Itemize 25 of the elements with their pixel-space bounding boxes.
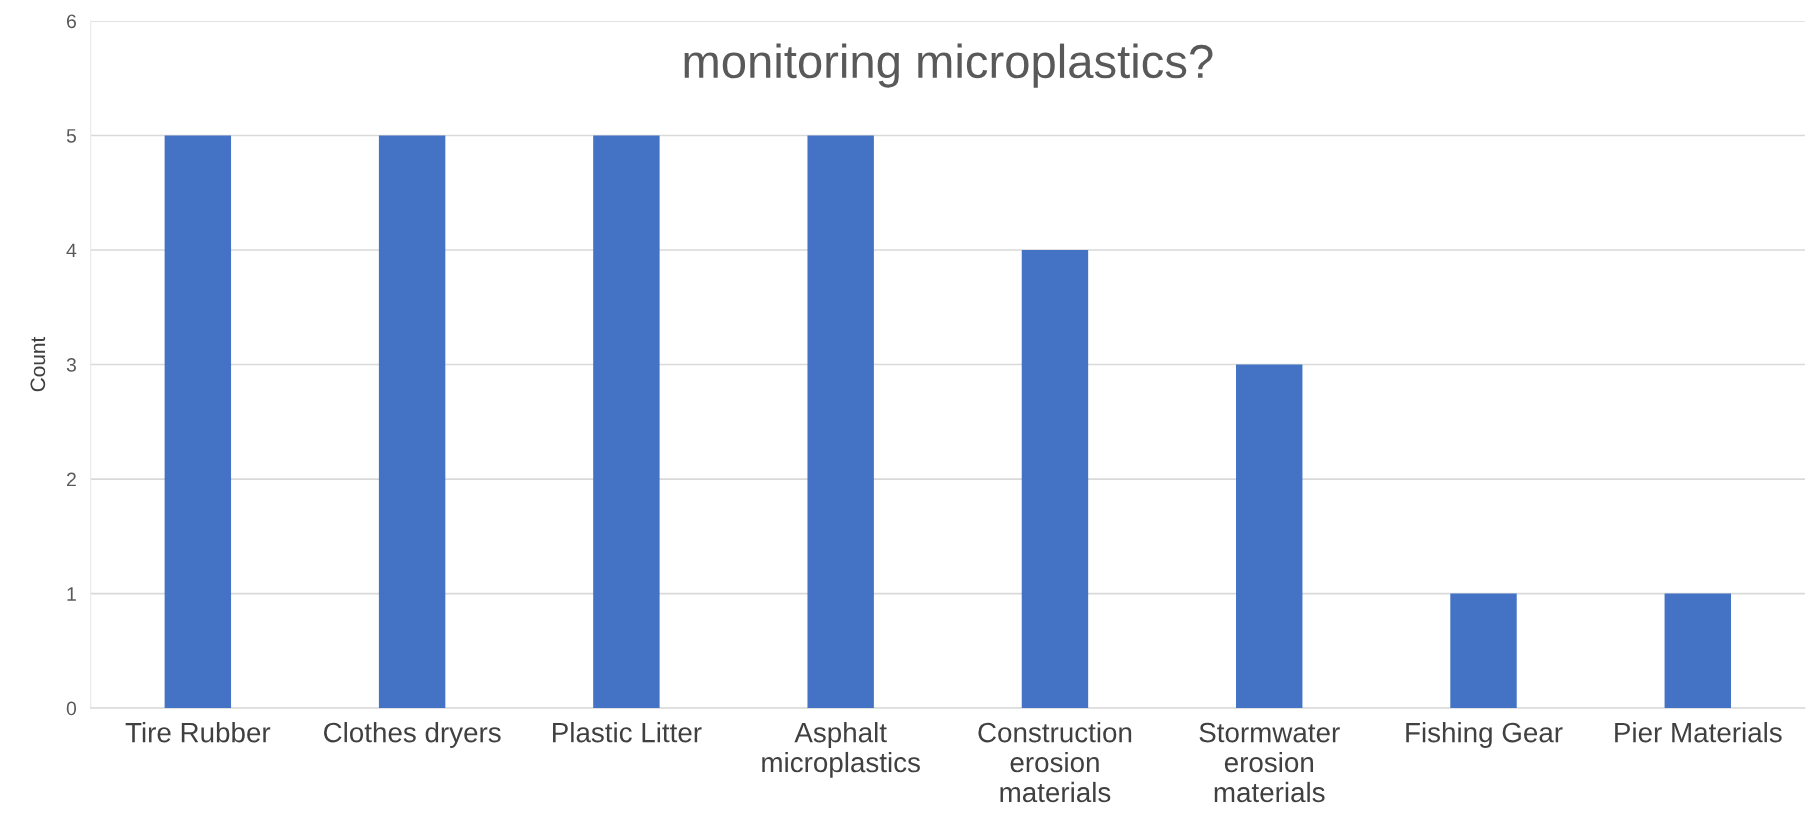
bar	[1664, 593, 1731, 709]
bar	[1236, 364, 1303, 709]
y-tick-label: 1	[67, 587, 76, 601]
y-tick-label: 5	[66, 129, 76, 143]
bar	[1450, 593, 1517, 709]
x-tick-label: Clothes dryers	[324, 722, 501, 748]
y-tick-label: 0	[66, 701, 77, 716]
x-tick-label: Pier Materials	[1615, 722, 1782, 743]
bar	[378, 135, 446, 709]
y-tick-label: 4	[66, 243, 77, 258]
y-axis-title: Count	[30, 336, 46, 392]
bar	[164, 135, 232, 709]
x-tick-label: Construction erosion materials	[978, 722, 1132, 803]
chart-title: monitoring microplastics?	[684, 43, 1213, 88]
y-tick-label: 6	[66, 14, 76, 29]
y-tick-label: 3	[66, 358, 76, 372]
y-tick-label: 2	[66, 472, 76, 487]
bar	[1021, 250, 1089, 709]
bar	[593, 135, 660, 709]
x-tick-label: Plastic Litter	[553, 722, 702, 743]
x-tick-label: Fishing Gear	[1406, 722, 1563, 748]
bar	[807, 135, 874, 709]
x-tick-label: Stormwater erosion materials	[1199, 722, 1340, 803]
x-tick-label: Tire Rubber	[125, 722, 271, 743]
x-tick-label: Asphalt microplastics	[762, 722, 920, 778]
